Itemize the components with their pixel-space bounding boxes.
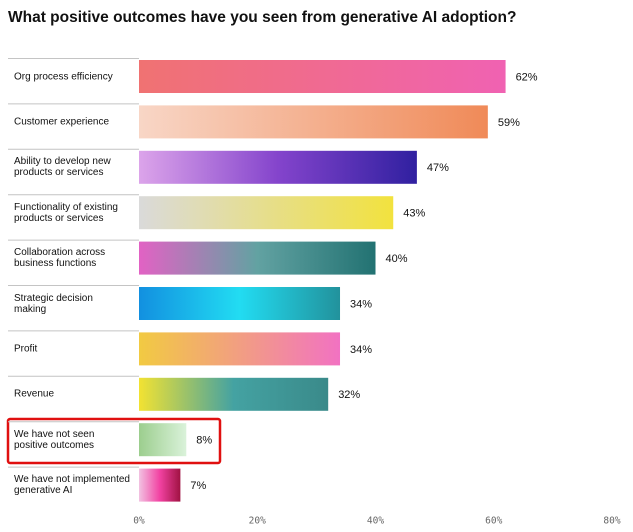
category-label: Revenue bbox=[14, 388, 55, 400]
bar bbox=[139, 105, 488, 139]
value-label: 32% bbox=[338, 389, 360, 401]
bar bbox=[139, 423, 187, 457]
category-label: Collaboration across business functions bbox=[14, 247, 106, 270]
value-label: 43% bbox=[403, 208, 425, 220]
x-tick-label: 80% bbox=[603, 516, 620, 527]
category-label: We have not seen positive outcomes bbox=[14, 428, 95, 451]
category-label: Org process efficiency bbox=[14, 71, 113, 82]
x-tick-label: 40% bbox=[367, 516, 384, 527]
category-label: Strategic decision making bbox=[14, 292, 93, 315]
bar bbox=[139, 332, 341, 366]
category-label: Profit bbox=[14, 343, 38, 355]
x-tick-label: 60% bbox=[485, 516, 502, 527]
bar bbox=[139, 150, 417, 184]
category-label: Functionality of existing products or se… bbox=[14, 201, 118, 224]
value-label: 47% bbox=[427, 162, 449, 174]
category-label: Customer experience bbox=[14, 116, 110, 128]
category-label: Ability to develop new products or servi… bbox=[14, 156, 111, 179]
bar bbox=[139, 377, 329, 411]
value-label: 7% bbox=[190, 480, 206, 492]
bar bbox=[139, 287, 341, 320]
value-label: 8% bbox=[196, 435, 212, 447]
x-tick-label: 0% bbox=[133, 516, 145, 527]
bar bbox=[139, 60, 506, 93]
category-label: We have not implemented generative AI bbox=[14, 474, 130, 497]
bar bbox=[139, 468, 181, 502]
bar bbox=[139, 196, 394, 230]
chart-title: What positive outcomes have you seen fro… bbox=[8, 9, 516, 26]
value-label: 34% bbox=[350, 298, 372, 310]
highlight-box bbox=[6, 417, 222, 465]
x-tick-label: 20% bbox=[249, 516, 266, 527]
value-label: 62% bbox=[516, 71, 538, 83]
value-label: 40% bbox=[386, 253, 408, 265]
bar bbox=[139, 241, 376, 275]
value-label: 59% bbox=[498, 117, 520, 129]
value-label: 34% bbox=[350, 344, 372, 356]
